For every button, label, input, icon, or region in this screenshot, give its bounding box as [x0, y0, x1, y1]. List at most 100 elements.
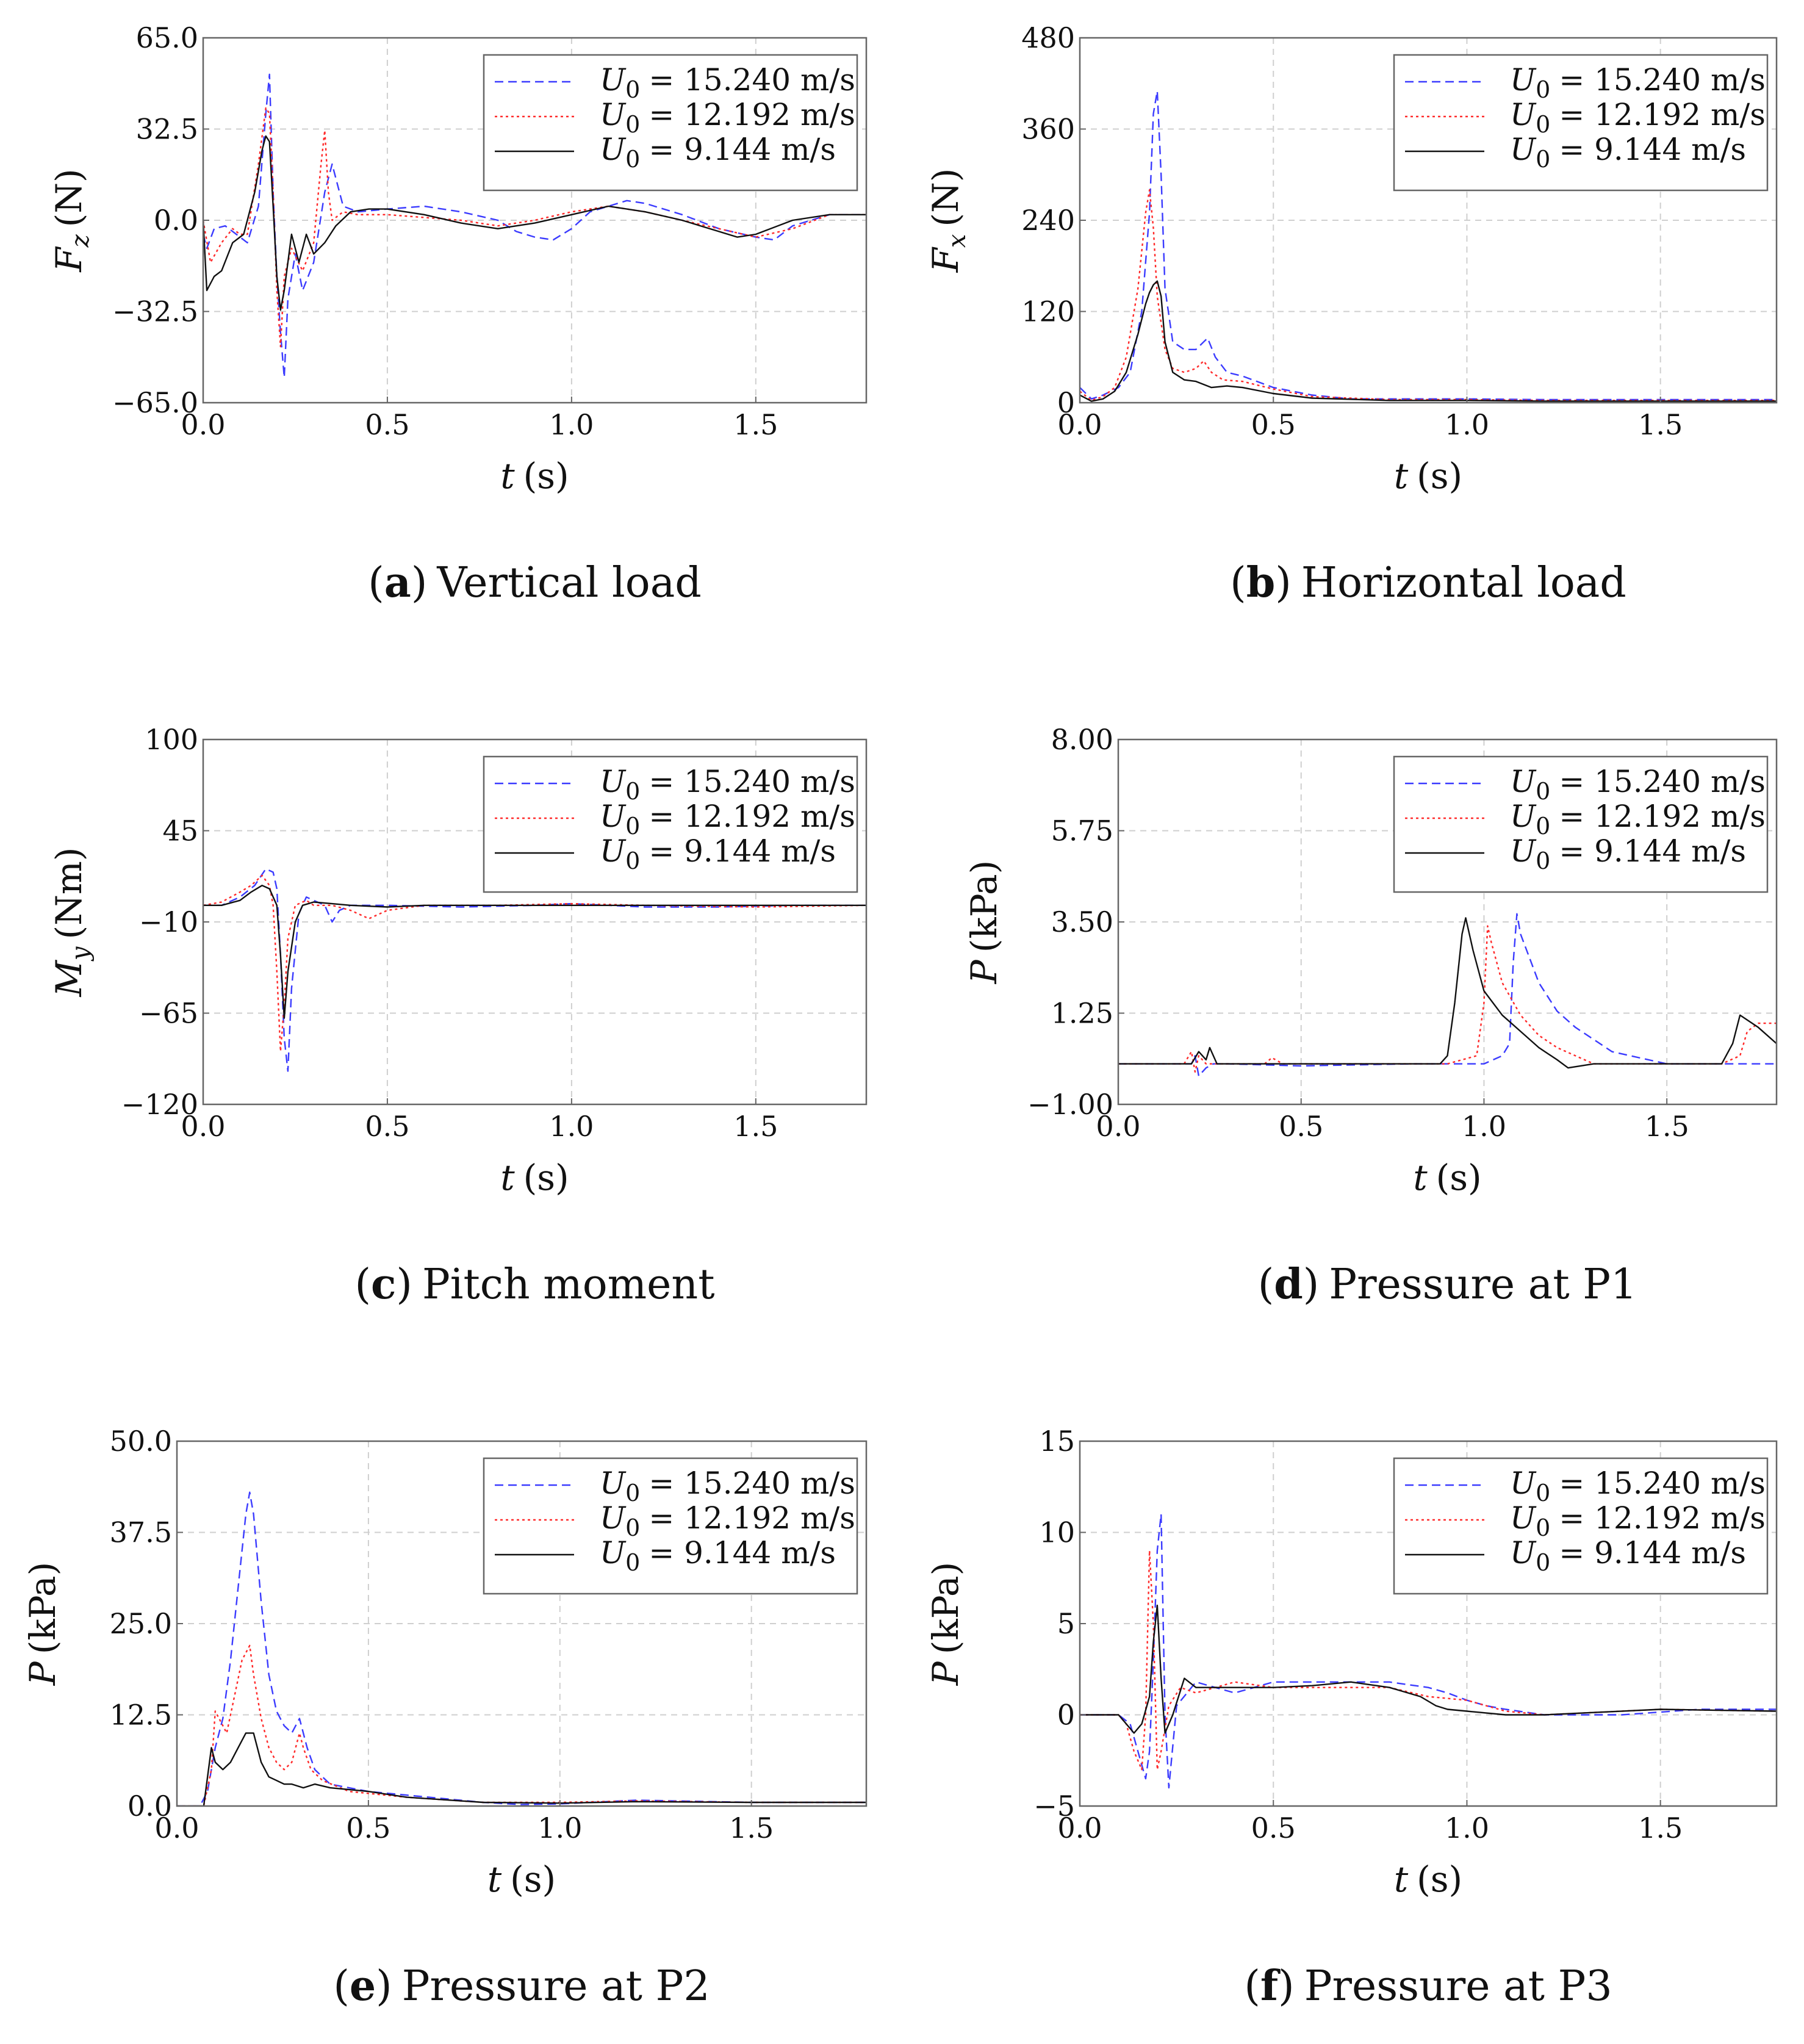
- series-group: [1080, 1513, 1777, 1789]
- y-axis-subscript: y: [66, 946, 95, 962]
- caption-close-paren: ): [411, 559, 428, 607]
- legend-box: [483, 54, 858, 192]
- legend-symbol: U: [600, 62, 627, 98]
- caption-text: Pitch moment: [422, 1261, 715, 1309]
- legend: U0 = 15.240 m/sU0 = 12.192 m/sU0 = 9.144 m/…: [483, 1457, 858, 1595]
- legend-value: = 15.240 m/s: [649, 764, 855, 799]
- x-axis-unit: (s): [523, 455, 569, 497]
- series-line-2: [203, 874, 866, 1053]
- x-axis-label: t (s): [500, 1157, 569, 1198]
- y-tick-label: 12.5: [110, 1699, 172, 1732]
- x-tick-label: 1.0: [549, 408, 594, 441]
- legend-subscript: 0: [1536, 146, 1550, 173]
- legend-subscript: 0: [1536, 1514, 1550, 1541]
- series-line-1: [203, 868, 866, 1072]
- y-tick-label: 1.25: [1051, 997, 1113, 1030]
- y-tick-label: −120: [121, 1088, 198, 1121]
- legend-value: = 12.192 m/s: [649, 97, 855, 132]
- legend-entry-2: U0 = 12.192 m/s: [1510, 1500, 1766, 1541]
- x-axis-symbol: t: [1394, 455, 1409, 497]
- legend-symbol: U: [1510, 1500, 1537, 1536]
- legend-subscript: 0: [625, 76, 640, 103]
- x-axis-label: t (s): [1394, 455, 1462, 497]
- y-axis-unit: (N): [925, 168, 966, 227]
- x-tick-label: 0.5: [1279, 1110, 1323, 1143]
- legend-symbol: U: [1510, 764, 1537, 799]
- caption-open-paren: (: [1244, 1962, 1260, 2010]
- y-axis-unit: (kPa): [963, 860, 1005, 952]
- x-axis-symbol: t: [487, 1859, 502, 1900]
- chart-panel-a: 0.0 0.5 1.0 1.5 −65.0 −32.5 0.0 32.5 65.0 t (s) Fz (…: [48, 21, 868, 607]
- y-tick-label: 8.00: [1051, 723, 1113, 756]
- legend-subscript: 0: [625, 1480, 640, 1506]
- legend-entry-1: U0 = 15.240 m/s: [1510, 1466, 1766, 1506]
- y-axis-label: P (kPa): [22, 1562, 63, 1686]
- panel-caption: (b) Horizontal load: [1230, 558, 1626, 607]
- caption-open-paren: (: [333, 1962, 350, 2010]
- y-tick-label: 3.50: [1051, 905, 1113, 938]
- caption-letter: b: [1246, 558, 1276, 607]
- legend-entry-2: U0 = 12.192 m/s: [1510, 97, 1766, 138]
- caption-text: Pressure at P2: [402, 1962, 710, 2010]
- y-tick-label: 0: [1057, 1699, 1075, 1732]
- y-tick-label: 0.0: [154, 204, 198, 237]
- y-tick-label: 37.5: [110, 1516, 172, 1549]
- x-tick-label: 0.5: [365, 1110, 409, 1143]
- y-axis-unit: (N): [48, 168, 90, 227]
- y-tick-label: −10: [139, 905, 198, 938]
- y-tick-label: 240: [1021, 204, 1075, 237]
- caption-open-paren: (: [368, 559, 384, 607]
- legend: U0 = 15.240 m/sU0 = 12.192 m/sU0 = 9.144 m/…: [483, 755, 858, 893]
- legend-subscript: 0: [625, 1549, 640, 1576]
- x-axis-label: t (s): [1394, 1859, 1462, 1900]
- x-axis-unit: (s): [1417, 455, 1462, 497]
- caption-text: Vertical load: [436, 559, 701, 607]
- y-tick-label: 5.75: [1051, 815, 1113, 847]
- legend-box: [1393, 755, 1769, 893]
- legend-value: = 9.144 m/s: [1559, 1535, 1746, 1571]
- caption-letter: f: [1260, 1962, 1281, 2010]
- panel-caption: (a) Vertical load: [368, 558, 702, 607]
- y-axis-label: P (kPa): [925, 1562, 966, 1686]
- legend-box: [1393, 54, 1769, 192]
- legend-entry-3: U0 = 9.144 m/s: [600, 132, 836, 173]
- x-tick-label: 1.5: [1638, 408, 1683, 441]
- legend-entry-3: U0 = 9.144 m/s: [1510, 833, 1746, 874]
- caption-letter: e: [350, 1962, 376, 2010]
- legend-subscript: 0: [1536, 847, 1550, 874]
- y-tick-label: 45: [162, 815, 198, 847]
- y-tick-label: 120: [1021, 295, 1075, 328]
- x-axis-symbol: t: [500, 455, 515, 497]
- caption-open-paren: (: [1230, 559, 1246, 607]
- legend-value: = 9.144 m/s: [649, 833, 836, 869]
- legend-value: = 12.192 m/s: [1559, 1500, 1766, 1536]
- chart-panel-d: 0.0 0.5 1.0 1.5 −1.00 1.25 3.50 5.75 8.00 t (s) P (k…: [963, 723, 1778, 1309]
- y-axis-symbol: P: [963, 959, 1005, 984]
- legend-subscript: 0: [625, 778, 640, 805]
- legend-entry-3: U0 = 9.144 m/s: [600, 833, 836, 874]
- y-axis-unit: (Nm): [48, 847, 90, 939]
- y-tick-label: 480: [1021, 21, 1075, 54]
- legend-symbol: U: [1510, 833, 1537, 869]
- legend-box: [1393, 1457, 1769, 1595]
- series-group: [177, 1491, 866, 1806]
- y-tick-label: −5: [1033, 1790, 1075, 1823]
- legend: U0 = 15.240 m/sU0 = 12.192 m/sU0 = 9.144 m/…: [1393, 1457, 1769, 1595]
- legend-symbol: U: [600, 799, 627, 834]
- x-tick-label: 0.0: [1057, 408, 1102, 441]
- x-tick-label: 0.0: [154, 1812, 199, 1844]
- legend-box: [483, 1457, 858, 1595]
- x-tick-label: 0.5: [1251, 408, 1296, 441]
- caption-text: Horizontal load: [1301, 559, 1626, 607]
- legend-entry-2: U0 = 12.192 m/s: [1510, 799, 1766, 840]
- series-line-2: [1080, 189, 1777, 401]
- panel-caption: (d) Pressure at P1: [1258, 1260, 1637, 1309]
- x-tick-label: 1.0: [1445, 1812, 1489, 1844]
- x-tick-label: 1.5: [733, 408, 778, 441]
- legend-entry-2: U0 = 12.192 m/s: [600, 97, 855, 138]
- y-tick-label: 100: [145, 723, 198, 756]
- y-tick-label: 10: [1039, 1516, 1075, 1549]
- legend-value: = 12.192 m/s: [1559, 97, 1766, 132]
- legend-value: = 15.240 m/s: [1559, 62, 1766, 98]
